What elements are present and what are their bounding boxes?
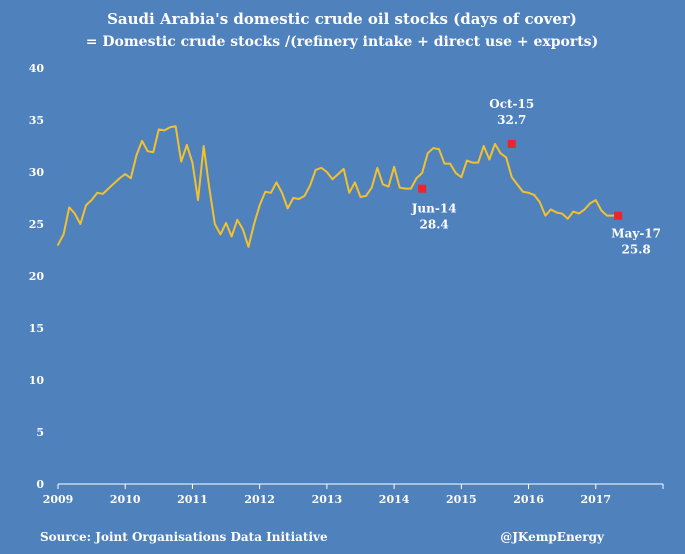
series-layer [57,125,620,248]
credit-handle: @JKempEnergy [500,530,605,544]
x-tick-label: 2013 [312,493,343,506]
y-tick-label: 30 [29,166,45,179]
annotation-layer: Jun-14 28.4 Oct-15 32.7 May-17 25.8 [411,97,661,257]
x-tick-label: 2010 [110,493,141,506]
annotation-marker [418,184,427,193]
x-tick-label: 2015 [446,493,477,506]
y-tick-label: 0 [36,478,44,491]
chart-title: Saudi Arabia's domestic crude oil stocks… [107,10,577,28]
y-tick-label: 10 [29,374,45,387]
annotation-label: Jun-14 [411,202,457,216]
annotation-label: May-17 [611,227,661,241]
annotation-value: 32.7 [497,113,526,127]
x-axis-ticks: 2009 2010 2011 2012 2013 2014 2015 2016 2017 [43,484,664,506]
x-tick-label: 2011 [177,493,208,506]
y-tick-label: 40 [29,62,45,75]
source-note: Source: Joint Organisations Data Initiat… [40,530,328,544]
y-tick-label: 25 [29,218,44,231]
y-tick-label: 35 [29,114,44,127]
annotation-marker [614,211,623,220]
x-tick-label: 2016 [513,493,544,506]
y-tick-label: 5 [36,426,44,439]
x-tick-label: 2014 [379,493,410,506]
annotation-value: 25.8 [622,243,651,257]
x-tick-label: 2017 [580,493,611,506]
x-tick-label: 2012 [244,493,275,506]
annotation-marker [507,139,516,148]
chart-subtitle: = Domestic crude stocks /(refinery intak… [86,34,598,50]
annotation-value: 28.4 [420,218,449,232]
y-tick-label: 15 [29,322,44,335]
x-tick-label: 2009 [43,493,74,506]
y-axis-ticks: 0 5 10 15 20 25 30 35 40 [29,62,45,491]
series-line [57,125,620,248]
annotation-label: Oct-15 [489,97,534,111]
y-tick-label: 20 [29,270,45,283]
